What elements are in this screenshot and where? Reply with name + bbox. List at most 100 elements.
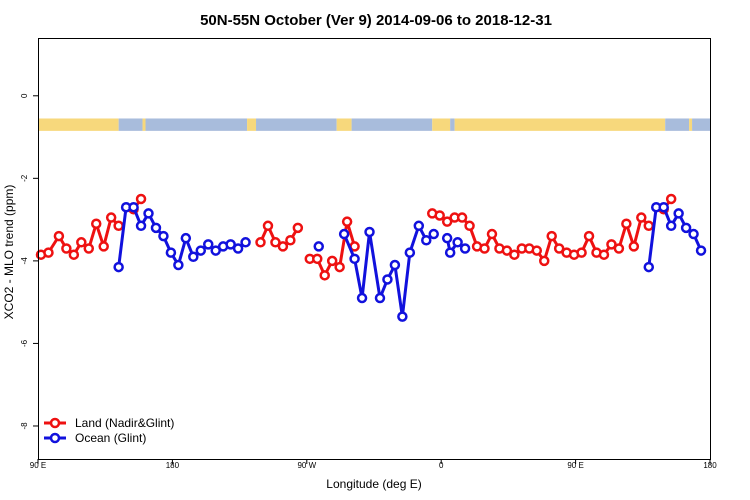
data-point xyxy=(285,234,296,246)
data-point xyxy=(76,237,87,248)
data-point xyxy=(434,210,445,221)
surface-band-land xyxy=(38,118,119,131)
legend-marker xyxy=(49,417,61,429)
data-point xyxy=(277,241,289,252)
x-axis-label: Longitude (deg E) xyxy=(326,477,421,491)
series-land xyxy=(35,193,677,281)
data-point xyxy=(441,232,453,244)
data-point xyxy=(413,220,425,232)
x-tick-label: 90 E xyxy=(567,461,583,470)
data-point xyxy=(501,245,513,256)
data-point xyxy=(143,208,154,219)
data-point xyxy=(195,245,207,256)
data-point xyxy=(341,216,353,227)
x-tick-label: 0 xyxy=(439,461,444,470)
data-point xyxy=(262,220,274,232)
data-point xyxy=(255,237,266,248)
data-point xyxy=(695,245,707,256)
data-point xyxy=(158,230,169,242)
data-point xyxy=(531,245,543,256)
data-point xyxy=(210,245,221,256)
plot-area xyxy=(35,118,710,322)
data-point xyxy=(356,292,368,304)
data-point xyxy=(374,292,386,304)
data-point xyxy=(665,193,677,205)
data-point xyxy=(673,208,684,219)
data-point xyxy=(53,230,65,242)
legend-marker xyxy=(49,432,61,444)
data-point xyxy=(613,243,625,254)
surface-band-ocean xyxy=(450,118,455,131)
y-axis: 0 -2 -4 -6 -8 xyxy=(20,93,38,430)
data-point xyxy=(135,193,147,205)
data-point xyxy=(349,253,360,265)
surface-band-land xyxy=(336,118,352,131)
data-point xyxy=(83,243,95,254)
data-point xyxy=(173,259,184,271)
y-tick-label: 0 xyxy=(20,93,29,98)
data-point xyxy=(636,212,647,223)
chart-title: 50N-55N October (Ver 9) 2014-09-06 to 20… xyxy=(200,12,552,29)
data-point xyxy=(397,311,408,322)
y-tick-label: -8 xyxy=(20,422,29,430)
data-point xyxy=(538,255,550,267)
data-point xyxy=(576,247,587,258)
data-point xyxy=(598,249,610,260)
legend-label: Land (Nadir&Glint) xyxy=(75,416,174,430)
data-point xyxy=(546,230,557,242)
data-point xyxy=(441,216,453,227)
data-point xyxy=(68,249,80,260)
surface-band-ocean xyxy=(692,118,710,131)
data-point xyxy=(456,212,468,223)
data-point xyxy=(113,220,124,232)
surface-band-ocean xyxy=(145,118,248,131)
legend-label: Ocean (Glint) xyxy=(75,431,146,445)
data-point xyxy=(459,243,471,254)
data-point xyxy=(665,220,677,232)
data-point xyxy=(292,222,304,234)
data-point xyxy=(135,220,147,232)
series-ocean xyxy=(113,201,707,322)
data-point xyxy=(334,261,345,273)
x-axis: 90 E 180 90 W 0 90 E 180 xyxy=(30,459,717,470)
y-tick-label: -4 xyxy=(20,257,29,265)
data-point xyxy=(680,222,692,234)
data-point xyxy=(313,241,324,252)
data-point xyxy=(105,212,117,223)
data-point xyxy=(319,270,330,281)
surface-band-land xyxy=(432,118,451,131)
data-point xyxy=(479,243,490,254)
legend: Land (Nadir&Glint)Ocean (Glint) xyxy=(44,416,174,445)
x-tick-label: 90 W xyxy=(297,461,316,470)
data-point xyxy=(232,243,244,254)
data-point xyxy=(61,243,72,254)
x-tick-label: 180 xyxy=(703,461,717,470)
data-point xyxy=(643,261,655,273)
data-point xyxy=(428,228,439,240)
y-tick-label: -2 xyxy=(20,174,29,182)
data-point xyxy=(128,201,139,213)
surface-band-land xyxy=(454,118,666,131)
surface-band-land xyxy=(142,118,146,131)
data-point xyxy=(658,201,669,213)
data-point xyxy=(621,218,632,229)
x-tick-label: 90 E xyxy=(30,461,46,470)
data-point xyxy=(452,237,463,248)
series-line xyxy=(342,224,435,319)
surface-band-land xyxy=(247,118,257,131)
data-point xyxy=(43,247,54,258)
data-point xyxy=(509,249,520,260)
data-point xyxy=(606,239,617,250)
data-point xyxy=(382,274,393,285)
data-point xyxy=(464,220,475,232)
data-point xyxy=(165,247,177,258)
data-point xyxy=(312,253,323,265)
data-point xyxy=(583,230,595,242)
surface-band-ocean xyxy=(256,118,337,131)
data-point xyxy=(628,241,640,252)
surface-band-ocean xyxy=(118,118,143,131)
data-point xyxy=(553,243,565,254)
plot-frame xyxy=(38,38,711,460)
data-point xyxy=(98,241,109,252)
